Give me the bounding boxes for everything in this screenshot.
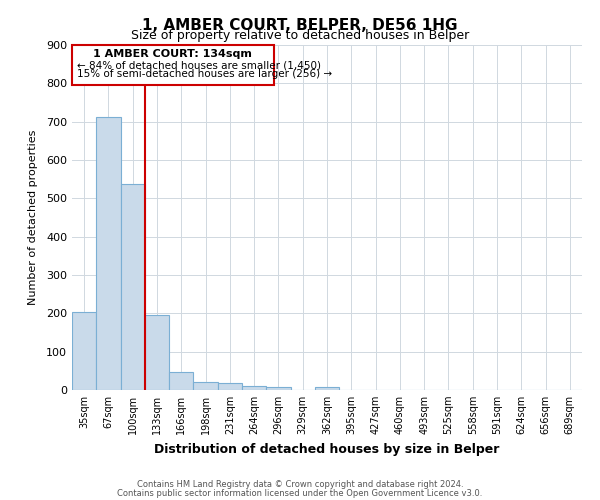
- Bar: [193, 382, 218, 390]
- Text: 1 AMBER COURT: 134sqm: 1 AMBER COURT: 134sqm: [94, 49, 252, 59]
- Bar: [121, 184, 145, 390]
- Bar: [145, 315, 169, 390]
- FancyBboxPatch shape: [72, 45, 274, 85]
- Text: Contains public sector information licensed under the Open Government Licence v3: Contains public sector information licen…: [118, 488, 482, 498]
- Text: Contains HM Land Registry data © Crown copyright and database right 2024.: Contains HM Land Registry data © Crown c…: [137, 480, 463, 489]
- Bar: [315, 387, 339, 390]
- X-axis label: Distribution of detached houses by size in Belper: Distribution of detached houses by size …: [154, 442, 500, 456]
- Bar: [242, 386, 266, 390]
- Bar: [218, 384, 242, 390]
- Text: ← 84% of detached houses are smaller (1,450): ← 84% of detached houses are smaller (1,…: [77, 60, 321, 70]
- Bar: [169, 372, 193, 390]
- Bar: [266, 387, 290, 390]
- Y-axis label: Number of detached properties: Number of detached properties: [28, 130, 38, 305]
- Bar: [96, 116, 121, 390]
- Text: 15% of semi-detached houses are larger (256) →: 15% of semi-detached houses are larger (…: [77, 69, 332, 79]
- Text: 1, AMBER COURT, BELPER, DE56 1HG: 1, AMBER COURT, BELPER, DE56 1HG: [142, 18, 458, 32]
- Text: Size of property relative to detached houses in Belper: Size of property relative to detached ho…: [131, 29, 469, 42]
- Bar: [72, 312, 96, 390]
